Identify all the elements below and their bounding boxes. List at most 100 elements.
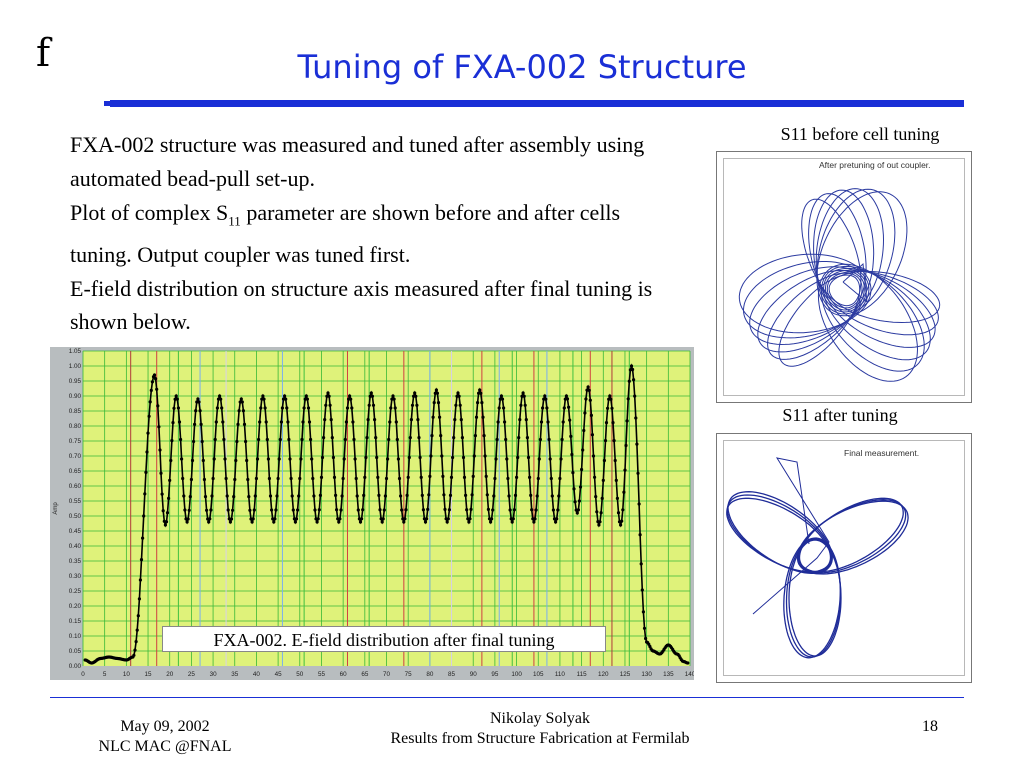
footer-venue: NLC MAC @FNAL <box>98 738 232 755</box>
efield-data-point <box>297 494 301 498</box>
efield-data-point <box>245 458 249 463</box>
efield-data-point <box>279 420 283 424</box>
efield-data-point <box>586 385 590 389</box>
efield-data-point <box>446 517 450 521</box>
efield-data-point <box>286 420 290 424</box>
efield-data-point <box>363 475 367 479</box>
efield-data-point <box>538 437 542 442</box>
efield-data-point <box>522 394 526 398</box>
efield-data-point <box>383 494 387 498</box>
efield-data-point <box>199 422 203 426</box>
efield-data-point <box>399 494 403 498</box>
efield-data-point <box>530 508 534 512</box>
efield-data-point <box>554 520 558 524</box>
efield-data-point <box>331 455 335 460</box>
efield-data-point <box>264 420 268 424</box>
efield-data-point <box>288 457 292 461</box>
efield-data-point <box>589 413 594 417</box>
s11-loop <box>816 188 896 315</box>
x-tick-label: 105 <box>533 671 544 678</box>
efield-data-point <box>547 437 551 442</box>
efield-data-point <box>539 420 544 424</box>
efield-data-point <box>439 434 443 438</box>
s11-loop <box>778 274 861 367</box>
efield-data-point <box>496 420 500 424</box>
efield-data-point <box>190 458 195 463</box>
s11-loop <box>801 198 862 307</box>
efield-data-point <box>397 476 402 481</box>
body-p2-pre: Plot of complex S <box>70 199 229 225</box>
efield-data-point <box>483 454 487 458</box>
efield-data-point <box>255 457 260 461</box>
efield-data-point <box>320 455 325 460</box>
efield-data-point <box>330 436 334 440</box>
efield-data-point <box>144 470 148 474</box>
body-text: FXA-002 structure was measured and tuned… <box>70 128 680 339</box>
efield-data-point <box>280 406 284 410</box>
efield-data-point <box>388 420 392 424</box>
efield-data-point <box>220 406 224 410</box>
efield-data-point <box>464 493 468 497</box>
efield-data-point <box>371 403 376 407</box>
efield-data-point <box>471 474 475 478</box>
efield-data-point <box>644 636 648 641</box>
s11-loop <box>824 269 936 348</box>
efield-data-point <box>510 520 514 524</box>
efield-data-point <box>421 508 425 512</box>
s11-loop <box>816 191 908 317</box>
efield-data-point <box>262 397 266 401</box>
efield-data-point <box>402 520 406 524</box>
efield-data-point <box>247 495 251 499</box>
efield-data-point <box>272 520 276 524</box>
efield-data-point <box>410 403 415 407</box>
efield-data-point <box>460 436 464 440</box>
y-tick-label: 0.75 <box>69 438 82 445</box>
efield-data-point <box>417 436 421 440</box>
efield-data-point <box>504 437 508 442</box>
efield-data-point <box>582 428 586 433</box>
efield-data-point <box>345 406 350 410</box>
efield-data-point <box>322 436 326 440</box>
efield-data-point <box>503 420 507 424</box>
efield-data-point <box>590 433 595 437</box>
efield-data-point <box>312 494 316 498</box>
footer-center: Nikolay Solyak Results from Structure Fa… <box>330 709 750 749</box>
efield-data-point <box>515 475 519 479</box>
s11-before-note: After pretuning of out coupler. <box>819 160 931 170</box>
efield-data-point <box>459 418 463 422</box>
efield-data-point <box>259 406 263 410</box>
efield-data-point <box>349 397 353 401</box>
efield-data-point <box>452 436 456 440</box>
efield-data-point <box>409 418 413 422</box>
efield-data-point <box>597 523 601 527</box>
efield-data-point <box>521 391 525 395</box>
body-p2-subscript: 11 <box>228 212 241 228</box>
s11-loop <box>785 538 842 658</box>
efield-data-point <box>159 471 163 475</box>
efield-data-point <box>240 400 244 404</box>
efield-data-point <box>434 388 438 392</box>
efield-data-point <box>575 511 579 515</box>
efield-data-point <box>386 457 390 461</box>
efield-data-point <box>557 494 561 498</box>
efield-data-point <box>457 394 461 398</box>
efield-data-point <box>616 511 621 515</box>
efield-data-point <box>265 437 269 442</box>
x-tick-label: 120 <box>598 671 609 678</box>
efield-data-point <box>627 379 631 383</box>
efield-data-point <box>212 457 216 461</box>
efield-data-point <box>390 397 394 401</box>
efield-data-point <box>625 419 629 423</box>
efield-data-point <box>445 520 449 524</box>
efield-data-point <box>572 487 576 491</box>
y-tick-label: 0.00 <box>69 663 82 670</box>
efield-data-point <box>481 415 485 419</box>
efield-data-point <box>341 476 345 481</box>
s11-before-curve <box>738 188 941 382</box>
efield-data-point <box>578 485 583 489</box>
efield-data-point <box>546 420 550 424</box>
efield-data-point <box>313 508 317 512</box>
efield-data-point <box>270 508 274 512</box>
efield-data-point <box>135 628 139 632</box>
efield-data-point <box>465 508 469 512</box>
